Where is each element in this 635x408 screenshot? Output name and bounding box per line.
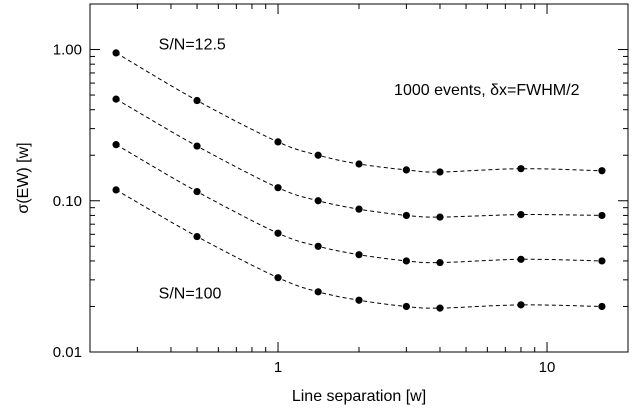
data-point <box>402 211 410 220</box>
annotation: S/N=100 <box>159 286 222 303</box>
data-point <box>436 213 444 221</box>
data-point <box>274 274 282 282</box>
axis-ticks: 1 10 0.01 0.10 1.00 <box>53 3 629 376</box>
data-point <box>598 167 606 175</box>
data-point <box>274 184 282 192</box>
series-points <box>112 49 606 312</box>
data-point <box>355 251 363 259</box>
data-point <box>402 166 410 174</box>
x-tick-label: 10 <box>539 359 556 376</box>
data-point <box>193 96 201 105</box>
x-axis-label: Line separation [w] <box>292 388 426 405</box>
data-point <box>112 49 120 57</box>
data-point <box>517 301 525 309</box>
data-point <box>436 168 444 176</box>
annotations: S/N=12.5 S/N=100 1000 events, δx=FWHM/2 <box>159 37 580 303</box>
y-tick-label: 0.10 <box>53 193 82 210</box>
data-point <box>314 242 322 250</box>
data-point <box>517 211 525 219</box>
data-point <box>598 211 606 220</box>
data-point <box>193 187 201 196</box>
data-point <box>402 302 410 311</box>
data-point <box>436 259 444 267</box>
y-tick-label: 0.01 <box>53 344 82 361</box>
data-point <box>112 95 120 103</box>
x-tick-label: 1 <box>274 359 282 376</box>
y-tick-label: 1.00 <box>53 42 82 59</box>
data-point <box>314 288 322 296</box>
data-point <box>598 302 606 311</box>
annotation: 1000 events, δx=FWHM/2 <box>394 82 580 99</box>
data-point <box>274 229 282 237</box>
data-point <box>517 165 525 173</box>
data-point <box>112 186 120 194</box>
data-point <box>314 151 322 159</box>
data-point <box>193 232 201 241</box>
data-point <box>314 197 322 205</box>
y-axis-label: σ(EW) [w] <box>15 142 32 213</box>
data-point <box>517 255 525 263</box>
data-point <box>355 205 363 213</box>
data-point <box>112 141 120 149</box>
series-line-1 <box>115 52 602 173</box>
series-line-2 <box>115 98 602 218</box>
data-point <box>355 296 363 304</box>
data-point <box>402 257 410 265</box>
annotation: S/N=12.5 <box>159 37 226 54</box>
data-point <box>436 304 444 312</box>
data-point <box>193 142 201 150</box>
data-point <box>274 138 282 146</box>
data-point <box>598 257 606 265</box>
data-point <box>355 160 363 168</box>
